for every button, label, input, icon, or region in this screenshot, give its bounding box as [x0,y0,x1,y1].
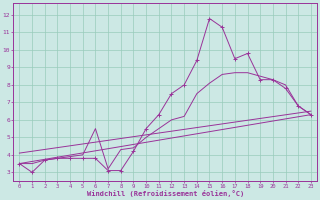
X-axis label: Windchill (Refroidissement éolien,°C): Windchill (Refroidissement éolien,°C) [86,190,244,197]
